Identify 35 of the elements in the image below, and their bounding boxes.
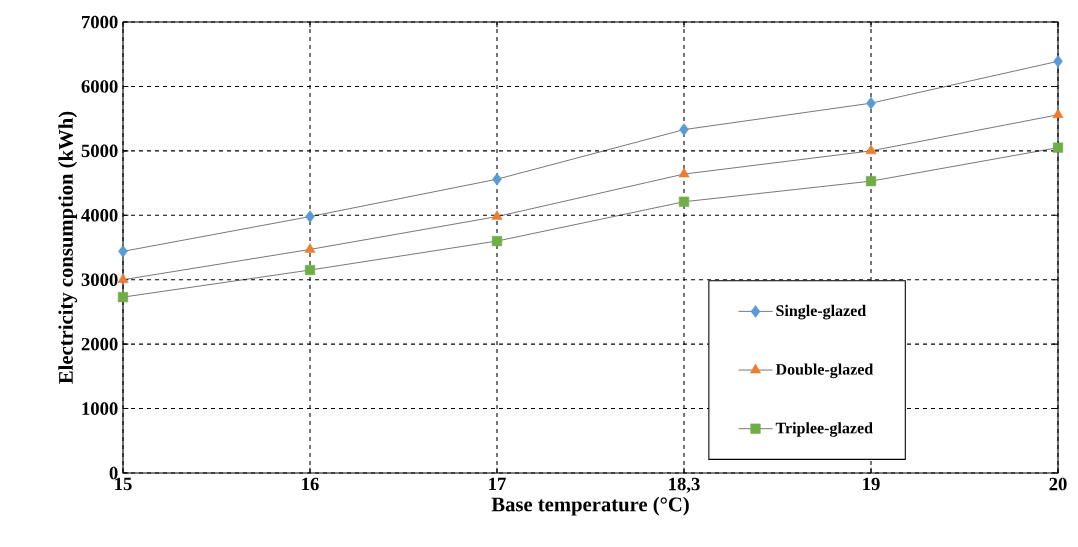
point [1053, 55, 1063, 68]
point [304, 264, 316, 276]
y-tick-label: 6000 [81, 80, 118, 93]
legend-label: Triplee-glazed [775, 422, 873, 437]
point [304, 243, 316, 253]
legend-label: Double-glazed [775, 363, 874, 379]
point [1052, 142, 1064, 153]
x-tick-label: 19 [863, 477, 880, 491]
legend-label: Single-glazed [776, 304, 867, 320]
point [491, 235, 503, 247]
point [1052, 108, 1064, 119]
x-tick-label: 16 [302, 477, 319, 491]
y-tick-label: 7000 [82, 15, 118, 29]
x-tick-label: 17 [489, 477, 506, 491]
point [117, 292, 129, 303]
point [678, 167, 690, 178]
y-axis-title: Electricity consumption (kWh) [58, 111, 78, 384]
point [117, 273, 129, 283]
y-tick-label: 4000 [81, 208, 118, 222]
point [118, 245, 128, 258]
point [866, 96, 876, 110]
point [865, 176, 877, 187]
point [492, 172, 502, 186]
y-tick-label: 3000 [81, 273, 118, 287]
point [678, 196, 690, 207]
y-tick-label: 1000 [82, 402, 118, 415]
point [679, 123, 689, 136]
point [865, 144, 877, 155]
y-tick-label: 5000 [81, 144, 118, 158]
point [305, 210, 315, 223]
y-tick-label: 2000 [81, 337, 118, 351]
x-axis-title: Base temperature (°C) [491, 496, 689, 516]
x-tick-label: 18,3 [669, 477, 700, 494]
x-tick-label: 20 [1049, 477, 1067, 491]
point [491, 210, 503, 220]
